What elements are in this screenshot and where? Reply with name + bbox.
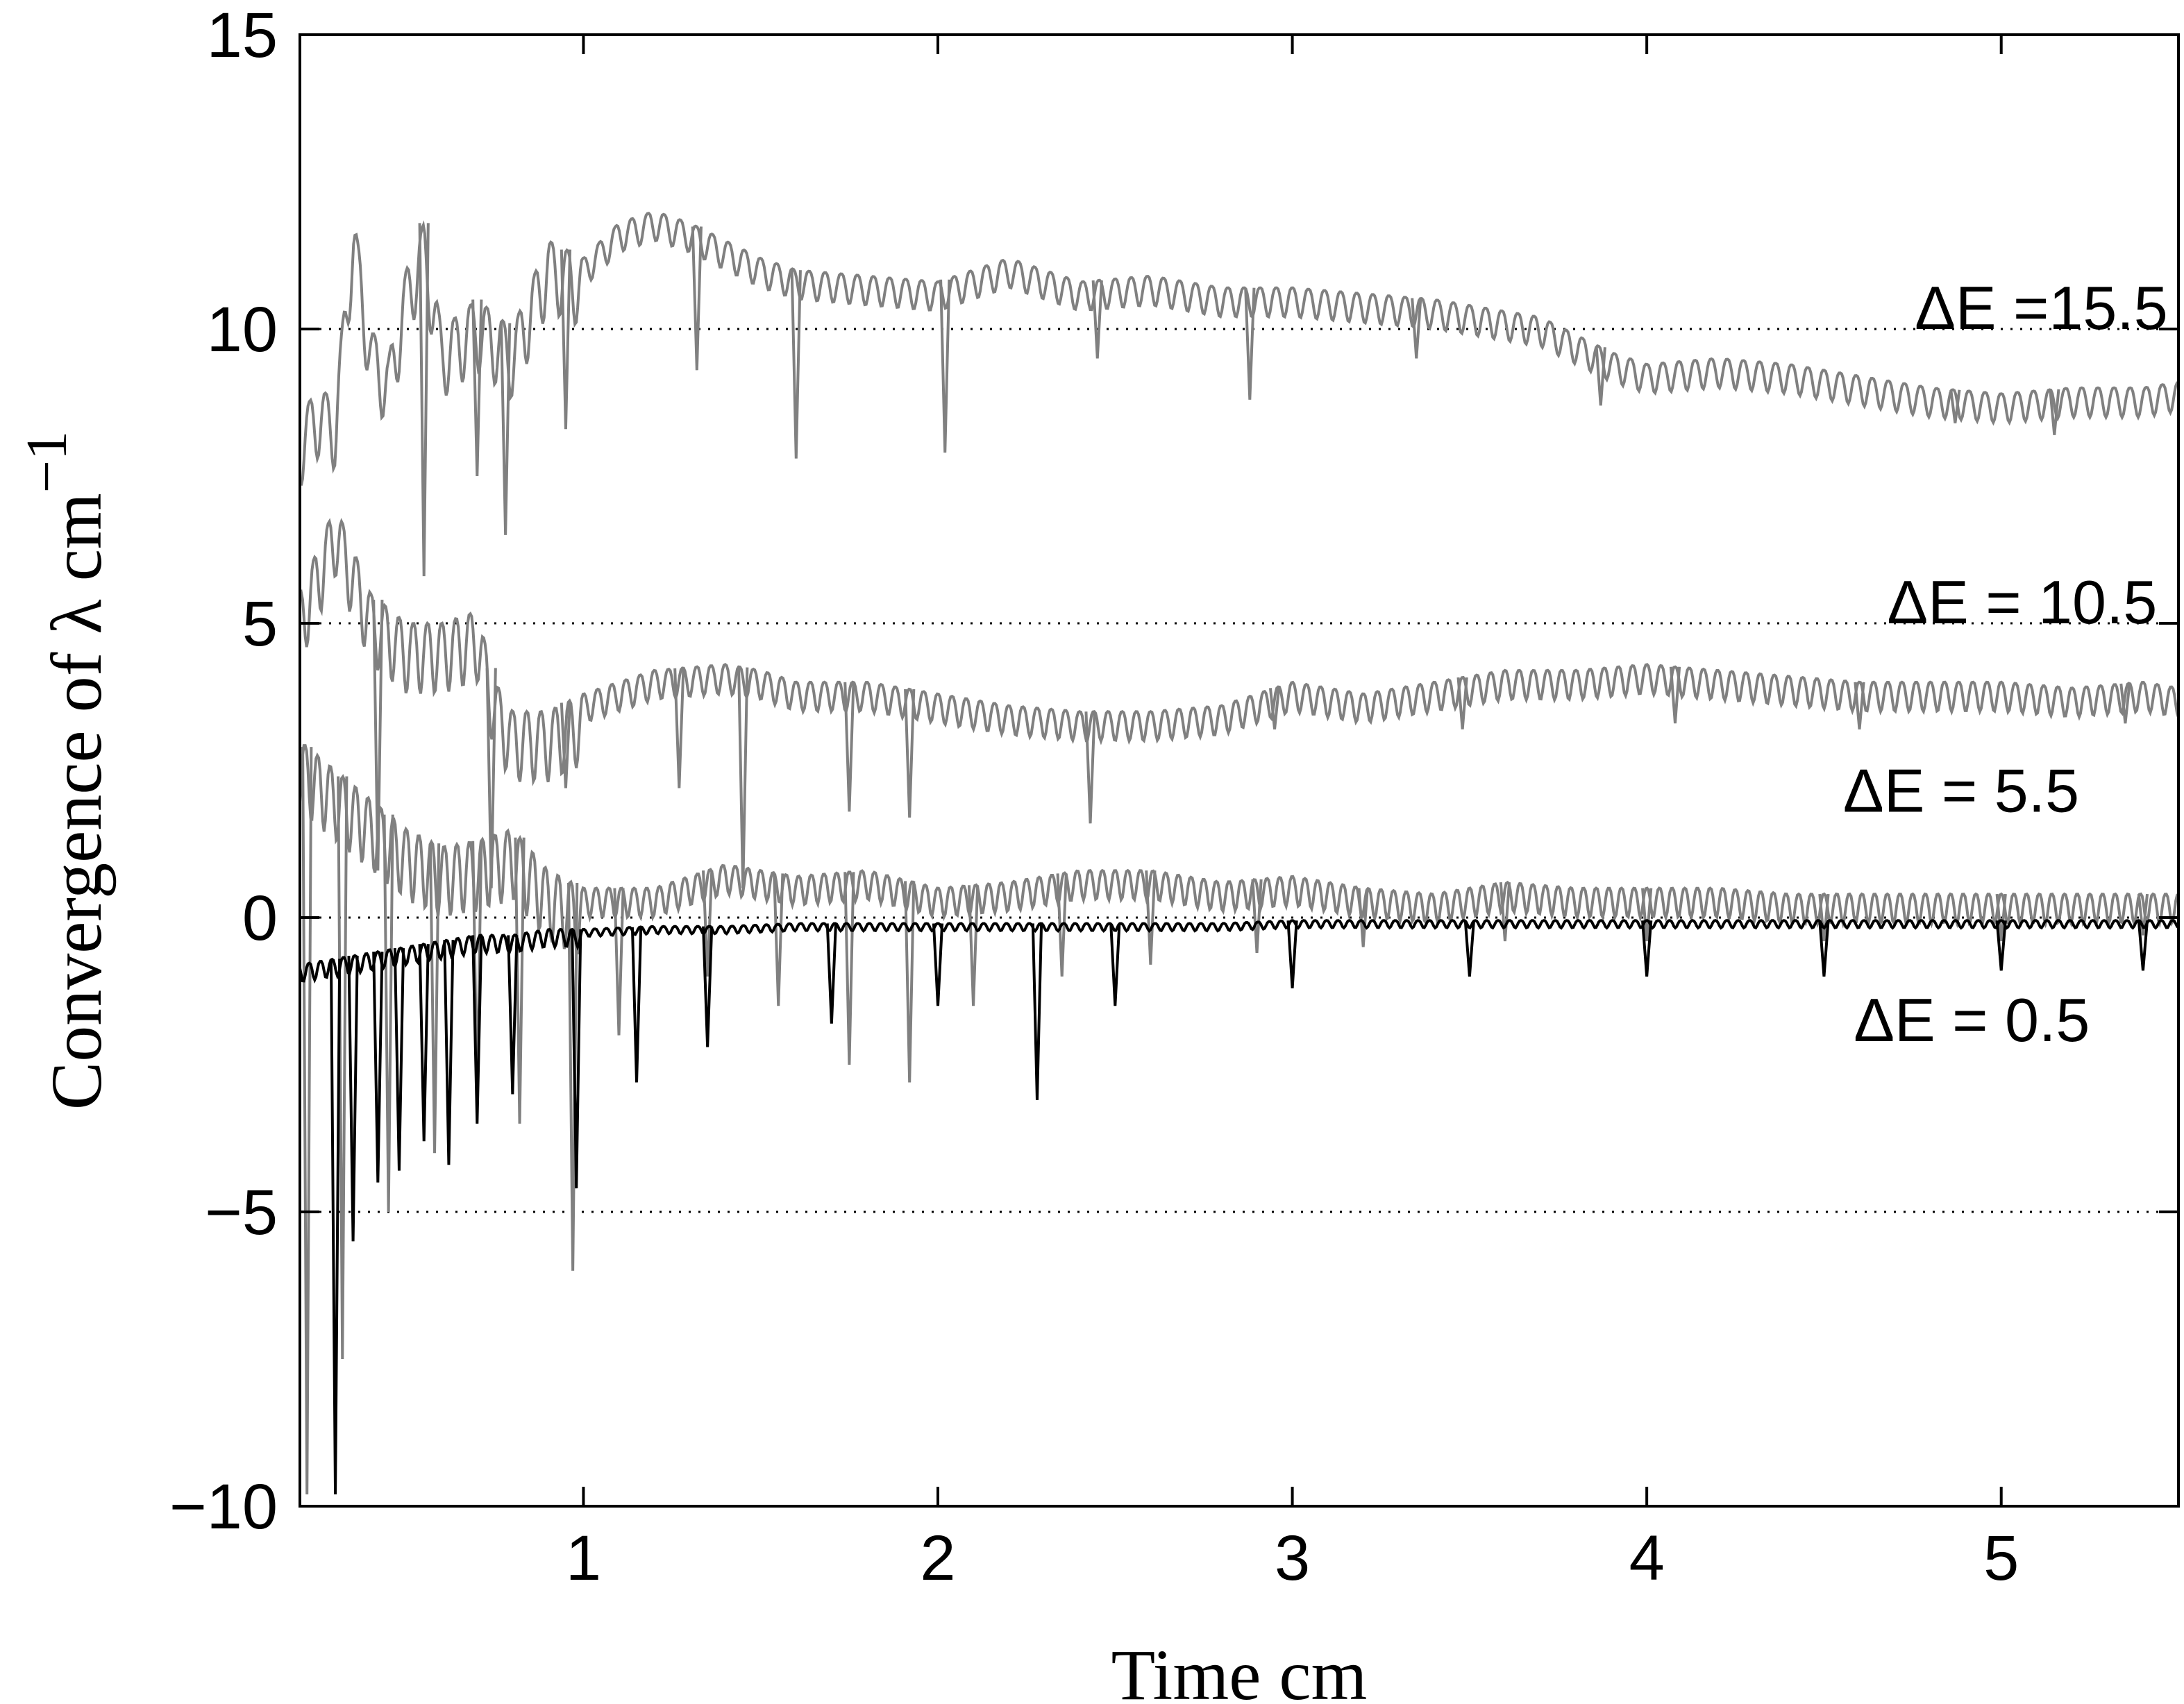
x-tick-label: 4 <box>1629 1523 1665 1594</box>
series-dip <box>2137 893 2149 936</box>
series-dip <box>347 956 359 1242</box>
series-dip <box>939 279 951 453</box>
series-dip <box>843 872 855 1065</box>
series-dip <box>1456 677 1468 729</box>
series-dip <box>1091 280 1103 359</box>
series-dip <box>1463 920 1475 977</box>
y-tick-label: −10 <box>169 1471 278 1542</box>
series-dip <box>1669 666 1681 724</box>
x-tick-label: 5 <box>1983 1523 2019 1594</box>
series-dip <box>372 952 384 1183</box>
series-dip <box>1109 923 1121 1006</box>
series-line-2 <box>299 744 2180 955</box>
y-axis-title: Convergence of λ cm−1 <box>15 431 117 1110</box>
series-dip <box>571 929 582 1189</box>
series-dip <box>383 814 394 1213</box>
series-dip <box>932 923 944 1006</box>
series-dip <box>1499 881 1511 942</box>
series-dip <box>1949 389 1961 423</box>
series-dip <box>418 944 430 1142</box>
series-line-3 <box>299 919 2180 984</box>
x-axis-title: Time cm <box>1111 1635 1368 1704</box>
series-dip <box>790 270 802 459</box>
series-dip <box>393 948 405 1171</box>
series-dip <box>904 881 916 1083</box>
series-dip <box>500 323 512 535</box>
series-dip <box>1357 888 1369 947</box>
y-tick-label: 5 <box>242 589 278 659</box>
series-dip <box>443 940 455 1165</box>
series-dip <box>843 682 855 812</box>
series-dip <box>691 226 703 371</box>
series-dip <box>825 923 837 1024</box>
series-dip <box>2049 389 2060 435</box>
plot-frame <box>299 33 2180 1508</box>
x-tick-label: 3 <box>1275 1523 1310 1594</box>
series-dip <box>1145 870 1157 965</box>
series-dip <box>1818 893 1830 942</box>
series-dip <box>904 689 916 818</box>
series-dip <box>1641 888 1653 942</box>
series-dip <box>418 223 430 577</box>
series-dip <box>1268 688 1281 729</box>
series-dip <box>1411 298 1422 359</box>
series-dip <box>2119 683 2131 724</box>
series-dip <box>567 882 579 1271</box>
series-dip <box>630 927 643 1083</box>
y-tick-label: 10 <box>207 294 278 365</box>
y-axis-title-exponent: −1 <box>15 431 79 493</box>
series-dip <box>613 888 625 1036</box>
series-dip <box>773 873 784 1006</box>
series-label: ΔE =15.5 <box>1915 273 2168 342</box>
series-dip <box>1056 873 1068 977</box>
series-dip <box>471 935 483 1124</box>
series-line-1 <box>299 518 2180 786</box>
y-tick-label: 0 <box>242 883 278 954</box>
series-dip <box>702 870 714 977</box>
y-axis-title-main: Convergence of λ cm <box>37 493 117 1110</box>
series-dip <box>1854 682 1865 729</box>
x-tick-label: 1 <box>566 1523 601 1594</box>
y-tick-label: 15 <box>207 0 278 71</box>
series-dip <box>673 668 685 788</box>
series-dip <box>2137 920 2149 971</box>
series-dip <box>1995 920 2007 971</box>
ticks: 1 2 3 4 5 −10 −5 0 5 10 15 <box>169 0 2178 1594</box>
series-dip <box>1286 920 1298 988</box>
series-dip <box>514 837 526 1124</box>
series-dip <box>1995 893 2007 942</box>
series-dip <box>560 249 572 430</box>
series-dip <box>1031 923 1043 1100</box>
series-layer <box>299 212 2180 1495</box>
y-tick-label: −5 <box>205 1177 278 1248</box>
x-tick-label: 2 <box>920 1523 955 1594</box>
series-label: ΔE = 10.5 <box>1887 568 2157 636</box>
series-label: ΔE = 5.5 <box>1843 756 2079 825</box>
series-dip <box>507 935 519 1095</box>
series-dip <box>471 299 483 477</box>
series-dip <box>1251 879 1263 953</box>
series-dip <box>301 747 313 1495</box>
gridlines <box>300 328 2178 1213</box>
series-dip <box>1244 287 1256 400</box>
series-dip <box>702 926 714 1047</box>
series-dip <box>1595 347 1606 406</box>
series-labels: ΔE =15.5 ΔE = 10.5 ΔE = 5.5 ΔE = 0.5 <box>1843 273 2168 1054</box>
series-line-0 <box>299 212 2180 486</box>
series-dip <box>560 702 572 788</box>
series-dip <box>1084 711 1096 824</box>
series-dip <box>1641 920 1653 977</box>
series-dip <box>329 959 342 1495</box>
series-dip <box>1818 920 1830 977</box>
series-label: ΔE = 0.5 <box>1854 986 2090 1054</box>
series-dip <box>372 600 384 871</box>
